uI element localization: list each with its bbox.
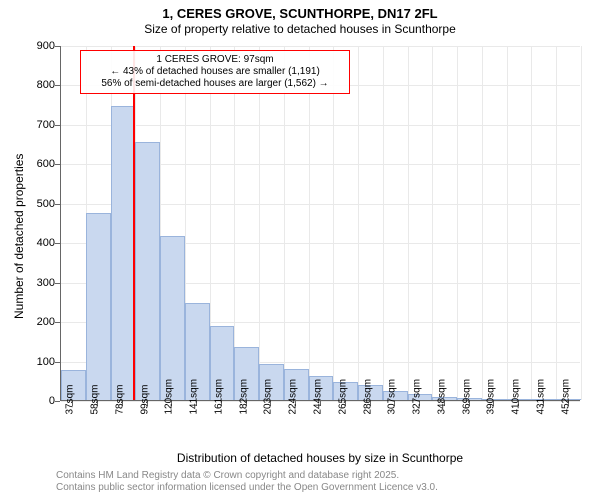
y-tick-label: 0 xyxy=(20,395,55,407)
histogram-bar xyxy=(111,106,136,400)
gridline-v xyxy=(284,46,285,400)
gridline-h xyxy=(61,46,580,47)
annotation-line: ← 43% of detached houses are smaller (1,… xyxy=(84,66,346,78)
gridline-v xyxy=(531,46,532,400)
property-marker-line xyxy=(133,46,135,400)
gridline-v xyxy=(482,46,483,400)
gridline-v xyxy=(507,46,508,400)
gridline-v xyxy=(259,46,260,400)
gridline-v xyxy=(432,46,433,400)
y-tick-mark xyxy=(55,283,60,284)
footer-line: Contains public sector information licen… xyxy=(56,482,438,493)
y-tick-label: 500 xyxy=(20,198,55,210)
gridline-v xyxy=(457,46,458,400)
y-tick-mark xyxy=(55,85,60,86)
y-tick-label: 800 xyxy=(20,79,55,91)
gridline-v xyxy=(309,46,310,400)
gridline-v xyxy=(581,46,582,400)
histogram-bar xyxy=(86,213,111,400)
annotation-box: 1 CERES GROVE: 97sqm← 43% of detached ho… xyxy=(80,50,350,94)
y-tick-label: 300 xyxy=(20,277,55,289)
histogram-bar xyxy=(135,142,160,400)
x-axis-label: Distribution of detached houses by size … xyxy=(60,451,580,465)
y-axis-label: Number of detached properties xyxy=(12,153,26,318)
y-tick-mark xyxy=(55,46,60,47)
gridline-v xyxy=(358,46,359,400)
y-tick-mark xyxy=(55,322,60,323)
y-tick-label: 100 xyxy=(20,356,55,368)
y-tick-mark xyxy=(55,204,60,205)
y-tick-mark xyxy=(55,401,60,402)
chart-subtitle: Size of property relative to detached ho… xyxy=(0,22,600,36)
plot-area xyxy=(60,46,580,401)
y-tick-mark xyxy=(55,164,60,165)
y-tick-label: 400 xyxy=(20,237,55,249)
y-tick-mark xyxy=(55,243,60,244)
gridline-v xyxy=(408,46,409,400)
y-tick-mark xyxy=(55,125,60,126)
property-size-histogram: 1, CERES GROVE, SCUNTHORPE, DN17 2FL Siz… xyxy=(0,0,600,500)
annotation-line: 1 CERES GROVE: 97sqm xyxy=(84,54,346,66)
gridline-v xyxy=(333,46,334,400)
y-tick-label: 900 xyxy=(20,40,55,52)
y-tick-label: 700 xyxy=(20,119,55,131)
chart-title: 1, CERES GROVE, SCUNTHORPE, DN17 2FL xyxy=(0,6,600,21)
gridline-h xyxy=(61,125,580,126)
y-tick-label: 200 xyxy=(20,316,55,328)
y-tick-mark xyxy=(55,362,60,363)
annotation-line: 56% of semi-detached houses are larger (… xyxy=(84,78,346,90)
histogram-bar xyxy=(160,236,185,400)
y-tick-label: 600 xyxy=(20,158,55,170)
gridline-v xyxy=(383,46,384,400)
gridline-v xyxy=(556,46,557,400)
footer-line: Contains HM Land Registry data © Crown c… xyxy=(56,470,399,481)
